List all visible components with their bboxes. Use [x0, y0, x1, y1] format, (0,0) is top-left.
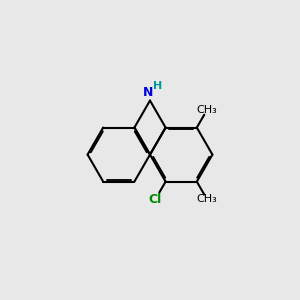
- Text: H: H: [153, 81, 162, 91]
- Text: N: N: [143, 86, 154, 99]
- Text: CH₃: CH₃: [196, 194, 217, 204]
- Text: CH₃: CH₃: [196, 105, 217, 115]
- Text: Cl: Cl: [148, 193, 162, 206]
